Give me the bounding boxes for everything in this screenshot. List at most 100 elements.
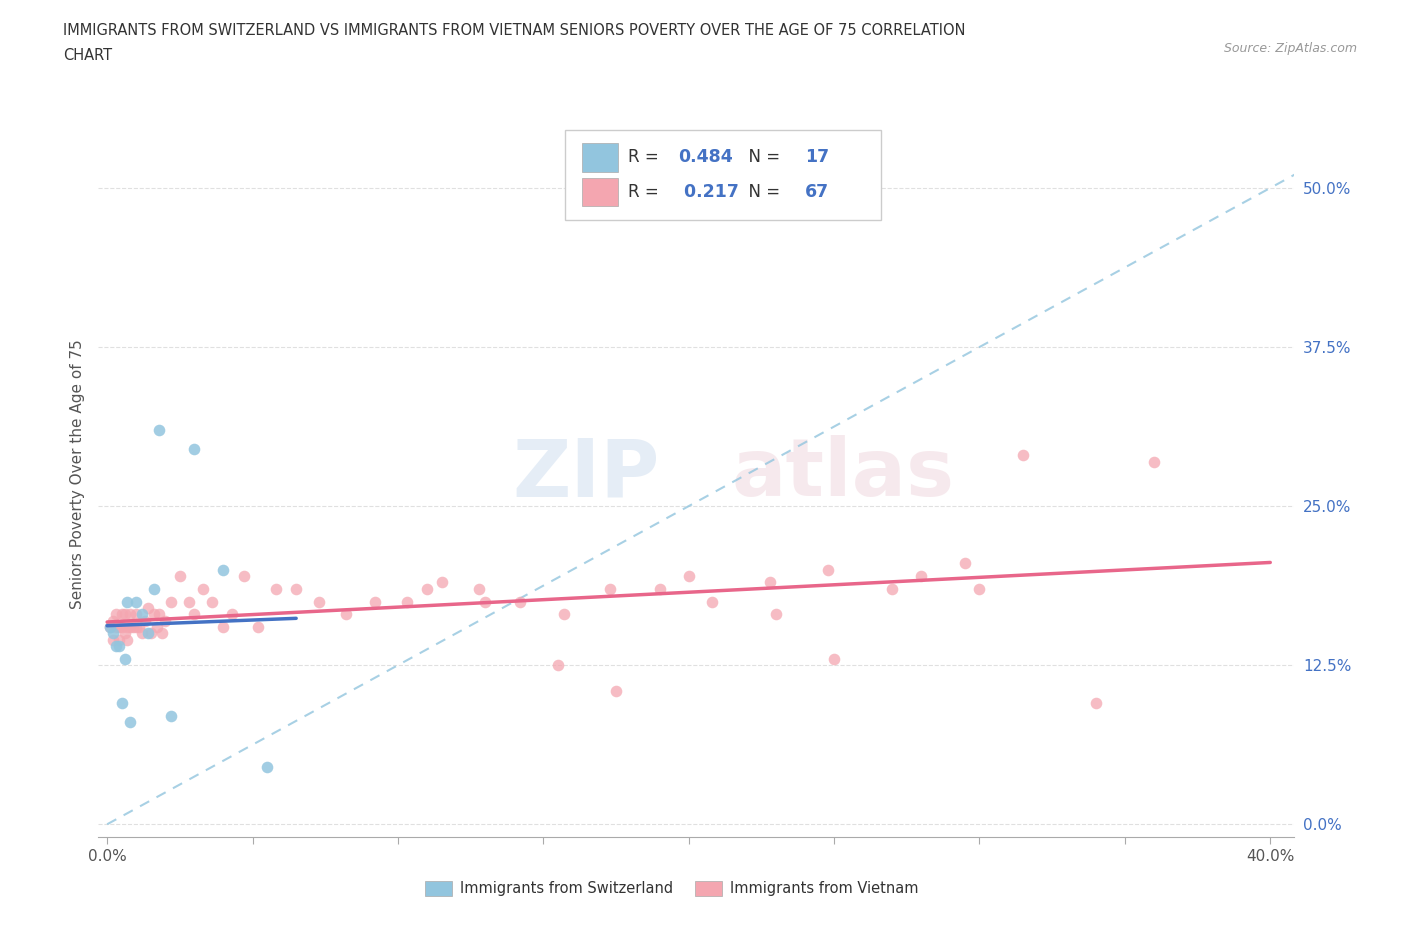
- FancyBboxPatch shape: [565, 130, 882, 220]
- Point: [1143, 454, 1166, 469]
- Point: [256, 760, 278, 775]
- Point: [120, 619, 142, 634]
- Point: [125, 607, 148, 622]
- Point: [759, 575, 782, 590]
- Text: R =: R =: [628, 148, 664, 166]
- Point: [191, 581, 214, 596]
- Point: [247, 619, 270, 634]
- Text: 0.217: 0.217: [678, 183, 740, 201]
- Point: [122, 619, 145, 634]
- Point: [201, 594, 224, 609]
- Point: [160, 594, 183, 609]
- Legend: Immigrants from Switzerland, Immigrants from Vietnam: Immigrants from Switzerland, Immigrants …: [419, 875, 925, 902]
- Point: [111, 607, 134, 622]
- Point: [605, 684, 627, 698]
- Text: 67: 67: [804, 183, 830, 201]
- Point: [134, 613, 156, 628]
- Text: N =: N =: [738, 148, 785, 166]
- Text: 0.484: 0.484: [678, 148, 733, 166]
- Point: [117, 619, 139, 634]
- Point: [145, 619, 167, 634]
- Point: [117, 594, 139, 609]
- Point: [232, 568, 254, 583]
- Point: [111, 696, 134, 711]
- Point: [150, 626, 173, 641]
- Point: [142, 581, 165, 596]
- Point: [882, 581, 904, 596]
- Text: CHART: CHART: [63, 48, 112, 63]
- Text: Source: ZipAtlas.com: Source: ZipAtlas.com: [1223, 42, 1357, 55]
- Point: [136, 626, 159, 641]
- Point: [969, 581, 991, 596]
- Point: [678, 568, 700, 583]
- Point: [104, 639, 127, 654]
- Point: [155, 613, 177, 628]
- Point: [101, 626, 124, 641]
- Point: [547, 658, 569, 672]
- Point: [183, 607, 205, 622]
- Point: [1084, 696, 1107, 711]
- Point: [264, 581, 287, 596]
- Point: [953, 556, 976, 571]
- Point: [104, 607, 127, 622]
- Point: [111, 619, 134, 634]
- Point: [101, 613, 124, 628]
- Point: [823, 651, 845, 666]
- Point: [107, 632, 129, 647]
- Point: [117, 632, 139, 647]
- Point: [107, 639, 129, 654]
- Point: [98, 619, 121, 634]
- Text: 17: 17: [804, 148, 830, 166]
- Point: [430, 575, 453, 590]
- Point: [120, 715, 142, 730]
- Point: [107, 619, 129, 634]
- Point: [765, 607, 787, 622]
- Point: [148, 607, 170, 622]
- Point: [148, 422, 170, 437]
- Point: [509, 594, 531, 609]
- Point: [120, 607, 142, 622]
- Point: [817, 563, 839, 578]
- Point: [363, 594, 385, 609]
- Point: [139, 626, 162, 641]
- Point: [599, 581, 621, 596]
- Point: [285, 581, 308, 596]
- Point: [308, 594, 330, 609]
- Point: [177, 594, 200, 609]
- Y-axis label: Seniors Poverty Over the Age of 75: Seniors Poverty Over the Age of 75: [69, 339, 84, 609]
- Point: [183, 442, 205, 457]
- Point: [160, 709, 183, 724]
- FancyBboxPatch shape: [582, 179, 619, 206]
- Point: [221, 607, 243, 622]
- Point: [474, 594, 496, 609]
- Point: [416, 581, 439, 596]
- Text: R =: R =: [628, 183, 664, 201]
- Point: [910, 568, 932, 583]
- Text: N =: N =: [738, 183, 785, 201]
- Point: [1012, 447, 1035, 462]
- Point: [700, 594, 723, 609]
- Point: [468, 581, 491, 596]
- Point: [101, 632, 124, 647]
- Point: [553, 607, 575, 622]
- Point: [125, 594, 148, 609]
- Point: [98, 619, 121, 634]
- Point: [335, 607, 357, 622]
- Point: [136, 601, 159, 616]
- Text: atlas: atlas: [733, 435, 955, 513]
- Point: [212, 619, 235, 634]
- Point: [125, 619, 148, 634]
- Point: [114, 607, 136, 622]
- Point: [131, 607, 153, 622]
- Point: [142, 607, 165, 622]
- Point: [169, 568, 191, 583]
- Point: [114, 651, 136, 666]
- Point: [128, 619, 150, 634]
- Point: [212, 563, 235, 578]
- Point: [114, 626, 136, 641]
- Text: IMMIGRANTS FROM SWITZERLAND VS IMMIGRANTS FROM VIETNAM SENIORS POVERTY OVER THE : IMMIGRANTS FROM SWITZERLAND VS IMMIGRANT…: [63, 23, 966, 38]
- FancyBboxPatch shape: [582, 143, 619, 172]
- Point: [131, 626, 153, 641]
- Point: [104, 619, 127, 634]
- Point: [648, 581, 671, 596]
